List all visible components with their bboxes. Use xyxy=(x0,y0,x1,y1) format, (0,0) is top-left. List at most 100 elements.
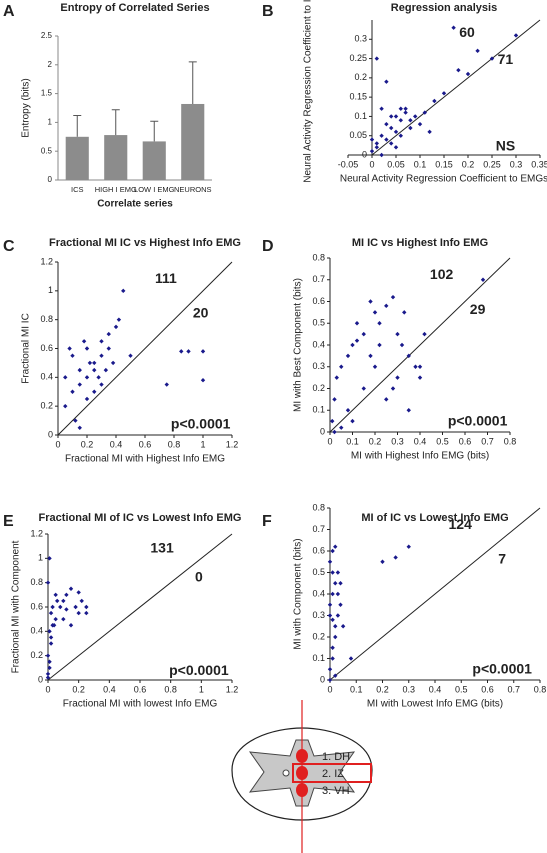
point xyxy=(164,382,169,387)
y-tick-label: 0.2 xyxy=(312,383,325,393)
annotation: 20 xyxy=(193,305,209,321)
point xyxy=(417,364,423,369)
x-tick-label: 0.3 xyxy=(402,684,415,694)
x-tick-label: 0 xyxy=(327,436,332,446)
panel: A Entropy of Correlated Series Entropy (bi… xyxy=(3,2,212,210)
x-tick-label: 0.1 xyxy=(350,684,363,694)
x-tick-label: 0.6 xyxy=(134,684,147,694)
point xyxy=(84,604,89,610)
panel: F MI of IC vs Lowest Info EMG MI with Comp… xyxy=(262,502,546,709)
x-tick-label: 0.15 xyxy=(435,159,453,169)
point xyxy=(422,331,427,337)
panel: E Fractional MI of IC vs Lowest Info EMG F… xyxy=(3,512,241,710)
point xyxy=(389,125,394,131)
point xyxy=(393,145,399,150)
point xyxy=(377,321,382,326)
x-tick-label: 0.8 xyxy=(504,436,517,446)
point xyxy=(369,148,375,154)
x-tick-label: 1.2 xyxy=(226,684,239,694)
point xyxy=(374,56,379,61)
point xyxy=(368,353,373,359)
point xyxy=(330,645,335,650)
point xyxy=(87,360,93,366)
point xyxy=(441,91,447,96)
y-tick-label: 0.6 xyxy=(30,601,43,611)
y-tick-label: 0.7 xyxy=(312,274,325,284)
y-tick-label: 0 xyxy=(362,149,367,159)
y-axis-label: Fractional MI with Component xyxy=(11,540,22,673)
point xyxy=(179,349,184,354)
annotation: 7 xyxy=(498,550,506,566)
spinal-cord-diagram: 1. DH 2. IZ 3. VH xyxy=(231,700,373,853)
chart-title: MI IC vs Highest Info EMG xyxy=(352,237,488,249)
iz-highlight xyxy=(292,763,372,783)
y-tick-label: 0.5 xyxy=(312,318,325,328)
x-tick-label: 0.5 xyxy=(436,436,449,446)
y-tick-label: 0 xyxy=(48,429,53,439)
panel-label: B xyxy=(262,3,274,20)
point xyxy=(330,570,335,575)
chart-title: Fractional MI IC vs Highest Info EMG xyxy=(49,237,241,249)
point xyxy=(399,342,405,348)
point xyxy=(128,353,133,358)
point xyxy=(384,79,389,84)
point xyxy=(372,364,378,369)
point xyxy=(413,364,418,369)
point xyxy=(334,375,339,380)
x-tick-label: 0.2 xyxy=(369,436,382,446)
x-tick-label: 0.4 xyxy=(110,439,123,449)
x-axis-label: MI with Highest Info EMG (bits) xyxy=(351,451,489,462)
point xyxy=(110,360,116,366)
x-axis-label: Fractional MI with Highest Info EMG xyxy=(65,454,225,465)
point xyxy=(63,375,68,380)
point xyxy=(45,653,51,658)
y-tick-label: 2.5 xyxy=(41,31,53,40)
site-iz xyxy=(296,766,308,780)
panel: D MI IC vs Highest Info EMG MI with Best C… xyxy=(262,237,516,462)
point xyxy=(361,386,366,391)
y-tick-label: 0.6 xyxy=(312,545,325,555)
y-tick-label: 1 xyxy=(38,553,43,563)
point xyxy=(475,48,480,54)
bar xyxy=(104,135,128,180)
bar xyxy=(181,103,205,180)
x-tick-label: 0.2 xyxy=(81,439,94,449)
point xyxy=(374,145,379,150)
x-tick-label: 0 xyxy=(369,159,374,169)
chart-title: Regression analysis xyxy=(391,2,497,14)
point xyxy=(408,125,413,131)
point xyxy=(92,367,97,373)
point xyxy=(50,604,55,610)
y-tick-label: 0.3 xyxy=(354,34,367,44)
bar xyxy=(142,141,166,180)
y-tick-label: 0.8 xyxy=(30,577,43,587)
point xyxy=(422,110,427,115)
y-tick-label: 0.05 xyxy=(349,130,367,140)
site-vh xyxy=(296,783,308,797)
x-tick-label: 0.7 xyxy=(507,684,520,694)
point xyxy=(113,324,119,330)
point xyxy=(106,346,111,351)
annotation: 131 xyxy=(150,539,174,555)
annotation: p<0.0001 xyxy=(472,660,532,676)
site-label: 3. VH xyxy=(322,785,350,797)
annotation: 0 xyxy=(195,569,203,585)
point xyxy=(70,353,75,358)
point xyxy=(61,616,66,622)
point xyxy=(372,310,378,315)
y-tick-label: 0.3 xyxy=(312,610,325,620)
point xyxy=(350,342,355,348)
point xyxy=(489,56,495,61)
point xyxy=(327,677,333,683)
point xyxy=(330,548,335,554)
point xyxy=(393,129,399,135)
x-tick-label: NEURONS xyxy=(174,185,212,194)
annotation: 111 xyxy=(155,270,177,286)
point xyxy=(406,353,411,359)
panel: C Fractional MI IC vs Highest Info EMG Fra… xyxy=(3,237,241,465)
point xyxy=(465,71,471,77)
point xyxy=(330,591,335,597)
point xyxy=(338,602,343,607)
x-tick-label: 0.05 xyxy=(387,159,405,169)
